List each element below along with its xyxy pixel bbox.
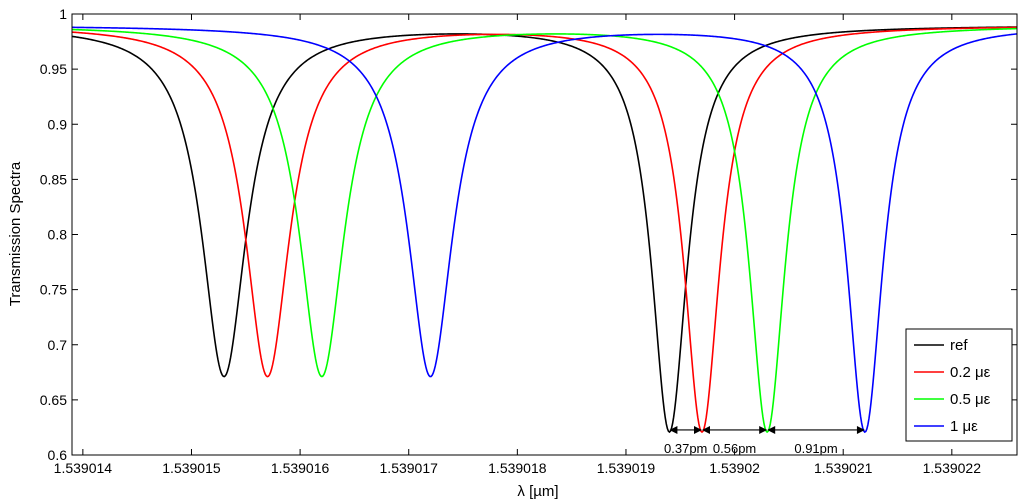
- legend-box: [905, 328, 1013, 442]
- x-tick-label: 1.539019: [597, 460, 656, 476]
- annotation-label: 0.37pm: [664, 441, 707, 456]
- y-axis-title: Transmission Spectra: [7, 161, 24, 306]
- x-tick-label: 1.539022: [923, 460, 982, 476]
- x-tick-label: 1.539017: [380, 460, 439, 476]
- series-line: [71, 26, 1018, 434]
- legend: ref 0.2 με 0.5 με 1 με: [905, 328, 1013, 442]
- arrowhead-right: [759, 425, 768, 434]
- legend-label: ref: [950, 337, 968, 354]
- x-tick-label: 1.53902: [709, 460, 760, 476]
- plot-frame: [71, 13, 1018, 456]
- y-tick-label: 0.8: [48, 227, 68, 243]
- series-line: [71, 26, 1018, 434]
- x-tick-label: 1.539016: [271, 460, 330, 476]
- y-tick-label: 0.6: [48, 447, 68, 463]
- arrowhead-left: [669, 425, 678, 434]
- y-tick-label: 1: [59, 6, 67, 22]
- x-tick-label: 1.539021: [814, 460, 873, 476]
- series-line: [71, 26, 1018, 434]
- series-curves: [71, 26, 1018, 434]
- y-axis-ticks: 0.6 0.65 0.7 0.75 0.8 0.85 0.9 0.95 1: [40, 6, 1017, 463]
- x-tick-label: 1.539018: [488, 460, 547, 476]
- y-tick-label: 0.95: [40, 61, 67, 77]
- annotation-label: 0.56pm: [713, 441, 756, 456]
- legend-label: 0.5 με: [950, 391, 991, 408]
- y-tick-label: 0.85: [40, 171, 67, 187]
- x-axis-ticks: 1.539014 1.539015 1.539016 1.539017 1.539018…: [54, 14, 982, 476]
- y-tick-label: 0.65: [40, 392, 67, 408]
- spacing-annotations: 0.37pm 0.56pm 0.91pm: [664, 425, 865, 456]
- arrowhead-left: [702, 425, 710, 434]
- x-tick-label: 1.539014: [54, 460, 113, 476]
- x-axis-title: λ [µm]: [517, 483, 558, 500]
- y-tick-label: 0.7: [48, 337, 68, 353]
- arrowhead-right: [694, 425, 702, 434]
- annotation-label: 0.91pm: [794, 441, 837, 456]
- x-tick-label: 1.539015: [162, 460, 221, 476]
- arrowhead-left: [767, 425, 776, 434]
- y-tick-label: 0.75: [40, 282, 67, 298]
- arrowhead-right: [856, 425, 865, 434]
- series-line: [71, 27, 1018, 434]
- legend-label: 1 με: [950, 418, 978, 435]
- y-tick-label: 0.9: [48, 116, 68, 132]
- legend-label: 0.2 με: [950, 364, 991, 381]
